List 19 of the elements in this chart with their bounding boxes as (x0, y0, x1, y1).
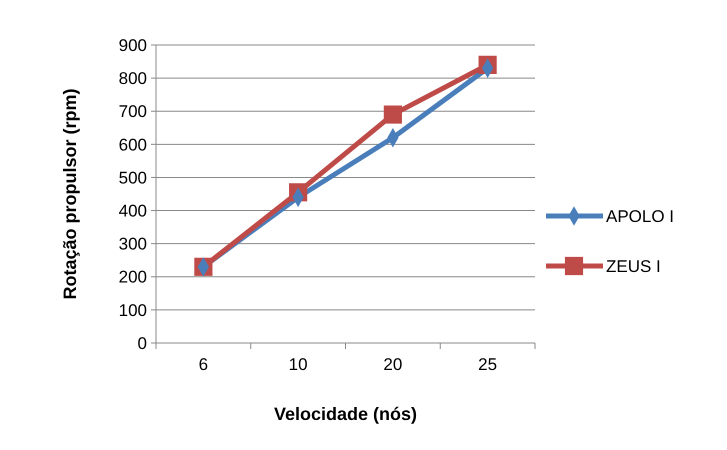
x-axis-title: Velocidade (nós) (274, 404, 418, 424)
y-tick-label: 700 (118, 102, 147, 122)
x-tick-label: 20 (383, 355, 402, 374)
y-tick-label: 0 (138, 334, 147, 353)
legend-label: APOLO I (606, 206, 674, 226)
y-tick-label: 600 (118, 135, 147, 154)
y-tick-label: 200 (118, 268, 147, 287)
y-axis-title: Rotação propulsor (rpm) (60, 88, 80, 300)
y-tick-label: 300 (118, 234, 147, 254)
legend-label: ZEUS I (606, 256, 661, 276)
y-tick-label: 100 (118, 300, 147, 320)
x-tick-label: 6 (198, 355, 208, 374)
x-tick-label: 10 (288, 355, 308, 374)
y-tick-label: 400 (118, 202, 147, 221)
y-tick-label: 900 (118, 36, 147, 55)
point (384, 105, 402, 124)
x-tick-label: 25 (478, 355, 498, 374)
y-tick-label: 800 (118, 69, 147, 88)
y-tick-label: 500 (118, 168, 147, 188)
